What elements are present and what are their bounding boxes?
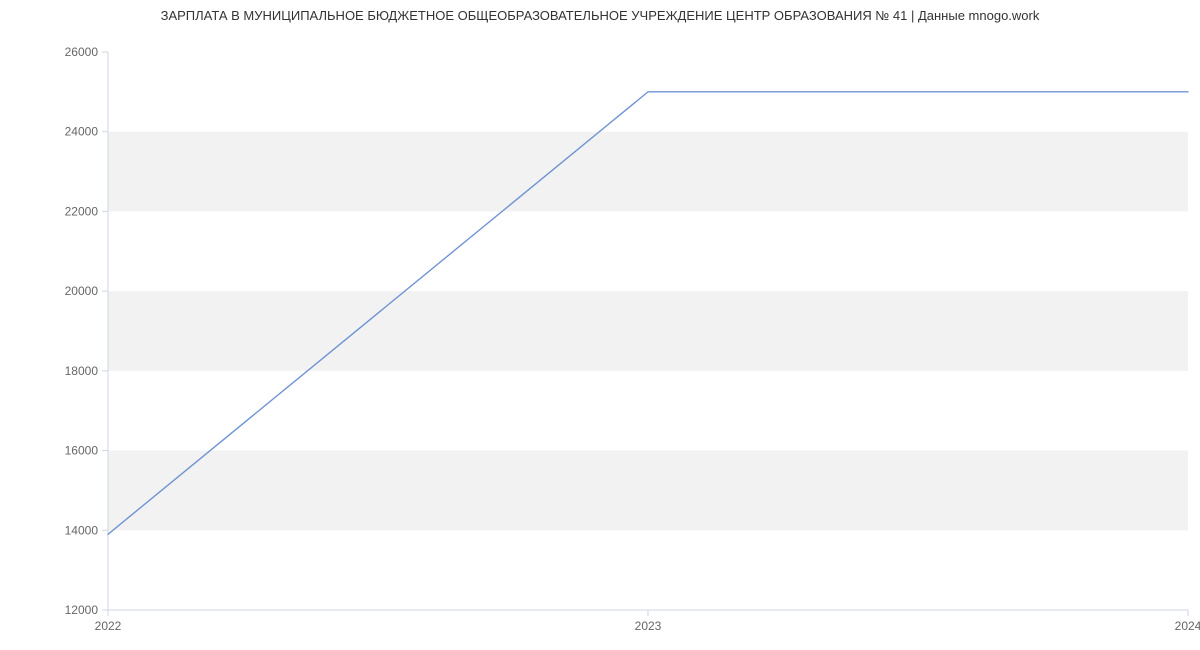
x-tick-label: 2023 [635, 619, 662, 633]
x-tick-label: 2022 [95, 619, 122, 633]
salary-chart: ЗАРПЛАТА В МУНИЦИПАЛЬНОЕ БЮДЖЕТНОЕ ОБЩЕО… [0, 0, 1200, 650]
y-tick-label: 24000 [65, 125, 99, 139]
y-tick-label: 26000 [65, 45, 99, 59]
y-tick-label: 12000 [65, 603, 99, 617]
y-tick-label: 18000 [65, 364, 99, 378]
grid-band [108, 451, 1188, 531]
y-tick-label: 14000 [65, 523, 99, 537]
x-tick-label: 2024 [1175, 619, 1200, 633]
y-tick-label: 20000 [65, 284, 99, 298]
y-tick-label: 22000 [65, 204, 99, 218]
y-tick-label: 16000 [65, 444, 99, 458]
chart-svg: 12000 14000 16000 18000 20000 22000 24000 26000… [0, 0, 1200, 650]
grid-band [108, 291, 1188, 371]
grid-band [108, 132, 1188, 212]
